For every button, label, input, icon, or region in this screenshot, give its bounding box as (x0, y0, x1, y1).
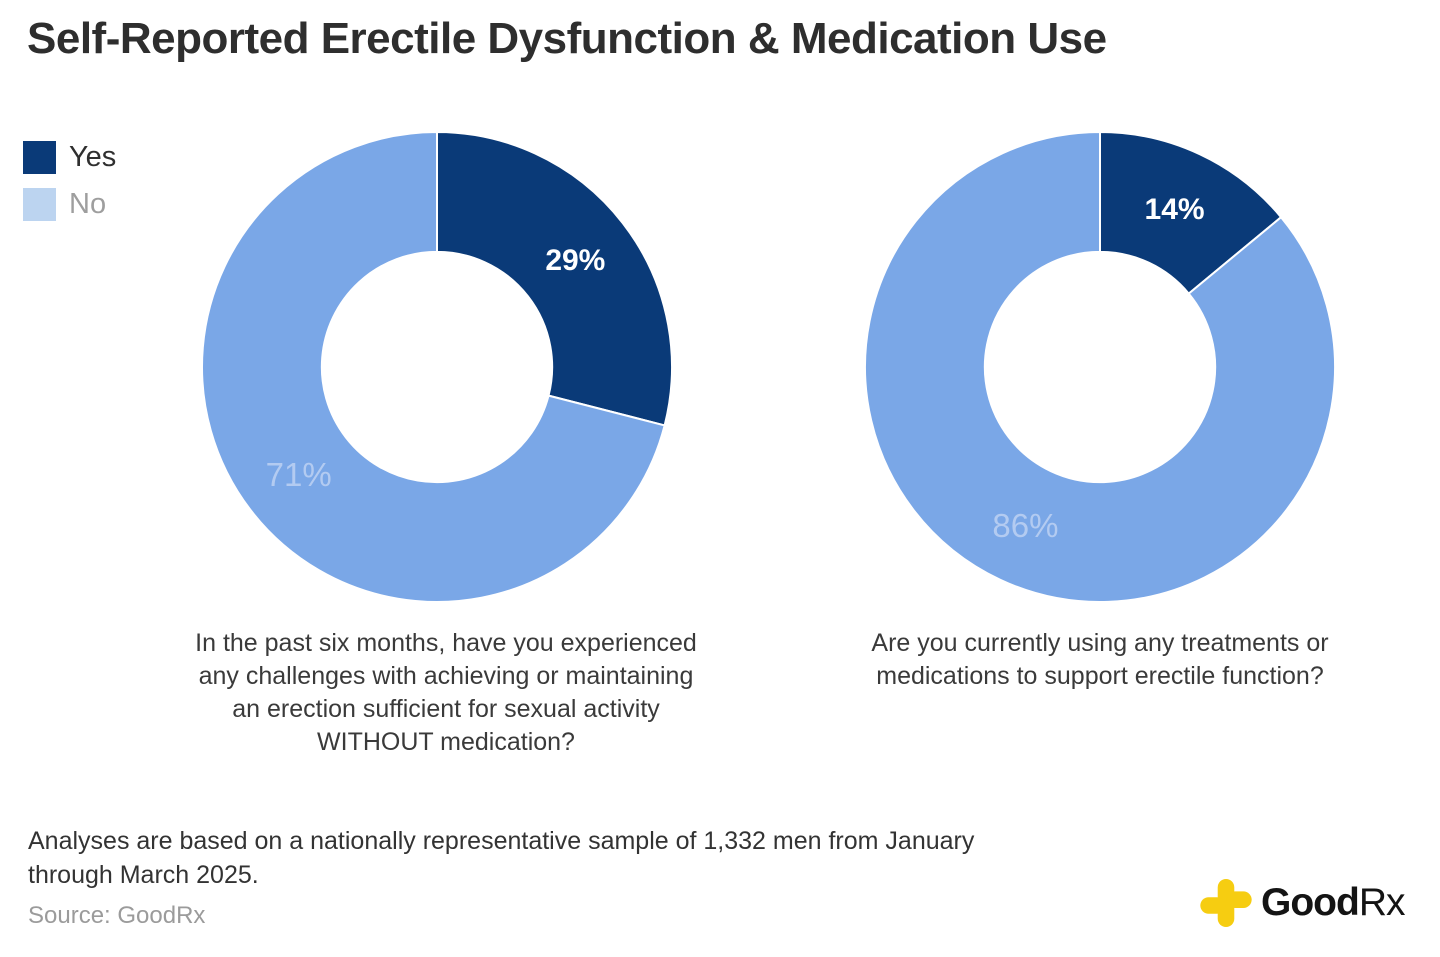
legend-item-yes: Yes (23, 141, 116, 174)
page-title: Self-Reported Erectile Dysfunction & Med… (27, 14, 1107, 63)
slice-label-no: 71% (266, 456, 332, 493)
legend-swatch-no (23, 188, 56, 221)
legend: Yes No (23, 141, 116, 235)
text-line: an erection sufficient for sexual activi… (232, 695, 660, 723)
source-credit: Source: GoodRx (28, 902, 206, 929)
goodrx-wordmark-rx: Rx (1358, 881, 1406, 924)
donut-slice-yes (1099, 131, 1283, 295)
legend-item-no: No (23, 188, 116, 221)
donut-chart-ed-without-medication: 29% 71% (200, 130, 674, 604)
donut-svg-left: 29% 71% (201, 131, 673, 603)
text-line: any challenges with achieving or maintai… (198, 662, 694, 690)
text-line: through March 2025. (28, 861, 259, 889)
goodrx-cross-icon (1200, 878, 1252, 928)
goodrx-wordmark-good: Good (1261, 881, 1360, 924)
donut-slice-no (201, 131, 666, 603)
legend-label-no: No (69, 188, 107, 220)
goodrx-wordmark: GoodRx (1261, 881, 1406, 925)
slice-label-yes: 29% (545, 244, 605, 277)
text-line: Are you currently using any treatments o… (871, 629, 1329, 657)
question-right: Are you currently using any treatments o… (810, 627, 1390, 693)
donut-chart-medication-use: 14% 86% (863, 130, 1337, 604)
goodrx-logo: GoodRx (1197, 874, 1406, 932)
slice-label-no: 86% (992, 507, 1058, 544)
donut-svg-right: 14% 86% (864, 131, 1336, 603)
slice-label-yes: 14% (1145, 193, 1205, 226)
footnote: Analyses are based on a nationally repre… (28, 824, 974, 892)
legend-swatch-yes (23, 141, 56, 174)
text-line: WITHOUT medication? (317, 728, 575, 756)
donut-slice-no (864, 131, 1336, 603)
text-line: medications to support erectile function… (876, 662, 1324, 690)
question-left: In the past six months, have you experie… (146, 627, 746, 759)
donut-slice-yes (436, 131, 673, 427)
text-line: Analyses are based on a nationally repre… (28, 827, 975, 855)
text-line: In the past six months, have you experie… (195, 629, 697, 657)
legend-label-yes: Yes (69, 141, 117, 173)
